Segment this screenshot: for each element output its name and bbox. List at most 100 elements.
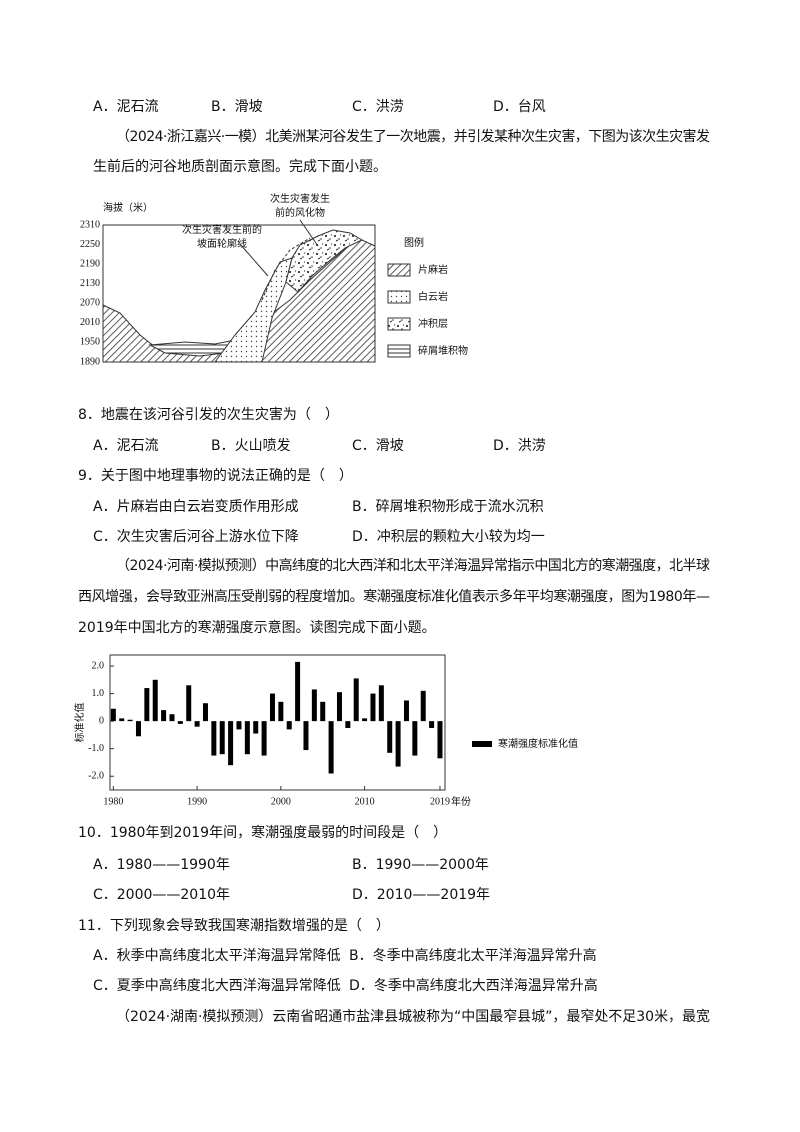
text: （2024·河南·模拟预测）中高纬度的北大西洋和北太平洋海温异常指示中国北方的寒… bbox=[116, 557, 710, 574]
text: D．冲积层的颗粒大小较为均一 bbox=[352, 529, 545, 545]
text: 坡面轮廓线 bbox=[197, 237, 247, 250]
bar bbox=[311, 689, 317, 722]
text: 2310 bbox=[80, 219, 100, 230]
bar bbox=[395, 721, 401, 767]
text: 图例 bbox=[404, 236, 424, 249]
text: 次生灾害发生前的 bbox=[182, 223, 262, 236]
bar bbox=[127, 719, 133, 722]
text: 9．关于图中地理事物的说法正确的是（ ） bbox=[78, 468, 353, 484]
text: C．次生灾害后河谷上游水位下降 bbox=[93, 528, 299, 545]
text: 生前后的河谷地质剖面示意图。完成下面小题。 bbox=[93, 158, 387, 175]
plot-frame bbox=[102, 224, 376, 363]
bar bbox=[177, 721, 183, 724]
x-tick-label: 2019 bbox=[430, 796, 450, 807]
text: C．夏季中高纬度北大西洋海温异常降低 bbox=[93, 977, 341, 994]
text: B．碎屑堆积物形成于流水沉积 bbox=[352, 499, 544, 515]
text: 2070 bbox=[80, 298, 100, 309]
legend-swatch bbox=[387, 290, 411, 304]
text: D．冬季中高纬度北大西洋海温异常升高 bbox=[349, 977, 598, 994]
y-tick-label: -1.0 bbox=[88, 743, 104, 754]
text: D．洪涝 bbox=[493, 438, 546, 454]
bar bbox=[412, 721, 418, 756]
legend-label: 寒潮强度标准化值 bbox=[498, 737, 578, 750]
text: 10．1980年到2019年间，寒潮强度最弱的时间段是（ ） bbox=[78, 824, 447, 841]
bar bbox=[328, 721, 334, 774]
bar bbox=[135, 721, 141, 737]
text: （2024·浙江嘉兴·一模）北美洲某河谷发生了一次地震，并引发某种次生灾害，下图… bbox=[116, 128, 710, 145]
text: 11．下列现象会导致我国寒潮指数增强的是（ ） bbox=[78, 917, 390, 934]
text: B．火山喷发 bbox=[211, 438, 291, 454]
bar bbox=[387, 721, 393, 753]
text: 冲积层 bbox=[418, 317, 448, 330]
alluvium bbox=[285, 229, 364, 293]
bar bbox=[336, 692, 342, 722]
bar bbox=[353, 678, 359, 722]
text: D．2010——2019年 bbox=[352, 887, 490, 903]
text: A．片麻岩由白云岩变质作用形成 bbox=[93, 499, 299, 515]
legend-swatch bbox=[387, 263, 411, 277]
x-tick-label: 1980 bbox=[103, 796, 123, 807]
text: 碎屑堆积物 bbox=[418, 344, 468, 357]
text: 白云岩 bbox=[418, 290, 448, 303]
legend-swatch bbox=[472, 741, 492, 747]
y-tick-label: 1.0 bbox=[92, 688, 105, 699]
geology-figure bbox=[102, 219, 411, 363]
bar bbox=[362, 718, 368, 722]
bar bbox=[194, 721, 200, 727]
bar bbox=[295, 661, 301, 722]
y-axis-label: 标准化值 bbox=[73, 703, 86, 743]
y-tick-label: 2.0 bbox=[92, 660, 105, 671]
bar bbox=[169, 714, 175, 722]
x-tick-label: 1990 bbox=[187, 796, 207, 807]
bar bbox=[253, 721, 259, 734]
y-tick-label: 0 bbox=[99, 715, 104, 726]
text: C．2000——2010年 bbox=[93, 887, 230, 903]
bar bbox=[378, 685, 384, 722]
bar bbox=[186, 685, 192, 722]
text: 8．地震在该河谷引发的次生灾害为（ ） bbox=[78, 406, 339, 423]
text: （2024·湖南·模拟预测）云南省昭通市盐津县城被称为“中国最窄县城”，最窄处不… bbox=[116, 1008, 710, 1025]
text: A．1980——1990年 bbox=[93, 857, 230, 873]
text: 2190 bbox=[80, 258, 100, 269]
arrow bbox=[299, 219, 319, 247]
bar bbox=[370, 693, 376, 722]
y-tick-label: -2.0 bbox=[88, 771, 104, 782]
plot-frame bbox=[109, 654, 446, 791]
text: 1890 bbox=[80, 356, 100, 367]
legend-swatch bbox=[387, 344, 411, 358]
arrow bbox=[239, 243, 269, 277]
x-tick-label: 2010 bbox=[355, 796, 375, 807]
text: 1950 bbox=[80, 337, 100, 348]
text: 前的风化物 bbox=[275, 206, 325, 219]
bar bbox=[152, 679, 158, 722]
text: 2250 bbox=[80, 239, 100, 250]
text: B．冬季中高纬度北太平洋海温异常升高 bbox=[349, 947, 597, 964]
bar-chart: 2.0 1.0 0 -1.0 -2.0 1980 1990 2000 2010 2019 年份 标准化… bbox=[73, 654, 578, 808]
bar bbox=[119, 718, 125, 722]
text: 2019年中国北方的寒潮强度示意图。读图完成下面小题。 bbox=[78, 619, 436, 636]
text: 2130 bbox=[80, 278, 100, 289]
text: 海拔（米） bbox=[103, 201, 153, 214]
bar bbox=[110, 708, 116, 722]
bar bbox=[161, 710, 167, 722]
text: B．1990——2000年 bbox=[352, 857, 489, 873]
bar bbox=[211, 721, 217, 756]
bar bbox=[269, 693, 275, 722]
text: 西风增强，会导致亚洲高压受削弱的程度增加。寒潮强度标准化值表示多年平均寒潮强度，… bbox=[78, 588, 710, 605]
text: C．滑坡 bbox=[352, 437, 404, 454]
x-tick-label: 2000 bbox=[271, 796, 291, 807]
bar bbox=[244, 721, 250, 755]
bar bbox=[219, 721, 225, 755]
bar bbox=[144, 688, 150, 722]
bar bbox=[286, 721, 292, 730]
bar bbox=[261, 721, 267, 756]
text: C．洪涝 bbox=[352, 99, 404, 115]
bar bbox=[403, 700, 409, 722]
text: 次生灾害发生 bbox=[270, 192, 330, 205]
bar bbox=[429, 721, 435, 729]
slope-outline bbox=[261, 237, 311, 301]
bar bbox=[320, 701, 326, 722]
bar bbox=[437, 721, 443, 759]
x-axis-label: 年份 bbox=[451, 795, 471, 808]
text: A．泥石流 bbox=[93, 438, 159, 454]
